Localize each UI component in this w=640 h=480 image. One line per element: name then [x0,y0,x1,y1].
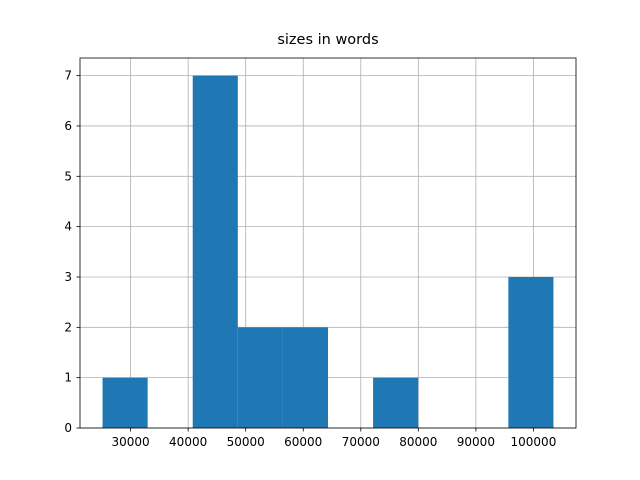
y-tick-label: 2 [64,320,72,334]
x-tick-label: 50000 [227,435,265,449]
y-tick-label: 6 [64,119,72,133]
y-tick-label: 7 [64,69,72,83]
bar [102,377,148,428]
bar [237,327,283,428]
bar [282,327,328,428]
bar [508,276,554,428]
y-tick-label: 1 [64,371,72,385]
y-tick-label: 3 [64,270,72,284]
x-tick-label: 40000 [169,435,207,449]
bar [373,377,419,428]
x-tick-label: 70000 [342,435,380,449]
y-tick-label: 4 [64,220,72,234]
x-tick-label: 30000 [112,435,150,449]
x-tick-label: 60000 [284,435,322,449]
plot-frame [79,57,577,429]
x-tick-label: 90000 [457,435,495,449]
x-tick-label: 100000 [511,435,557,449]
bar [192,75,238,428]
chart-title: sizes in words [277,32,378,48]
y-tick-label: 0 [64,421,72,435]
y-tick-label: 5 [64,169,72,183]
x-tick-label: 80000 [399,435,437,449]
